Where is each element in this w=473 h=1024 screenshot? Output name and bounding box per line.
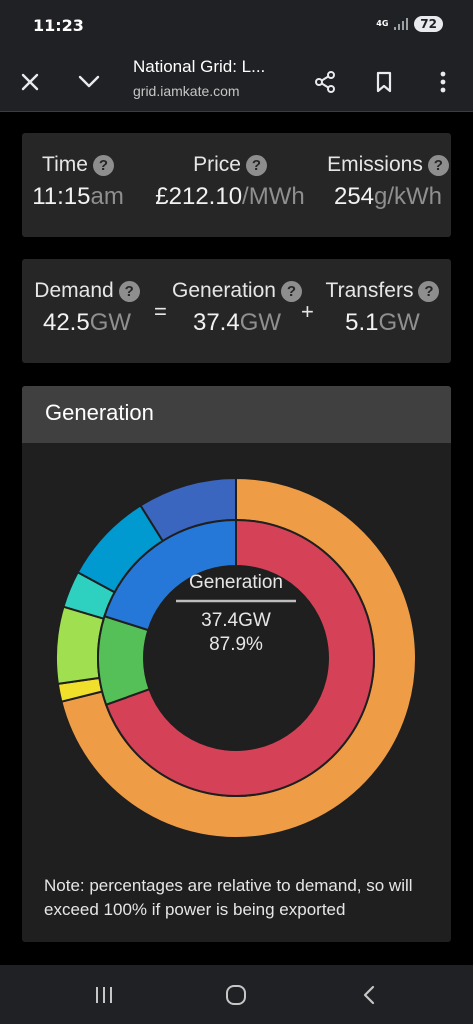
inner-ring-segment-1[interactable]: [104, 518, 375, 797]
summary-panel: Time? 11:15am Price? £212.10/MWh Emissio…: [22, 133, 451, 237]
status-bar: 11:23 4G 72: [0, 0, 473, 52]
generation-title: Generation: [45, 400, 154, 425]
emissions-value: 254: [333, 183, 375, 210]
transfers-unit: GW: [378, 309, 420, 336]
more-options-icon[interactable]: [425, 64, 461, 100]
price-value: £212.10: [155, 183, 243, 210]
outer-ring-segment-3[interactable]: [55, 605, 105, 686]
navigation-bar: [0, 965, 473, 1024]
inner-ring-segment-3[interactable]: [103, 518, 237, 632]
demand-unit: GW: [89, 309, 132, 336]
chart-center-percent: 87.9%: [209, 634, 263, 655]
plus-sign: +: [301, 299, 314, 324]
demand-label: Demand: [34, 279, 114, 302]
transfers-stat: Transfers? 5.1GW: [320, 279, 445, 337]
time-unit: am: [90, 183, 124, 210]
signal-icon: [394, 18, 409, 30]
demand-value: 42.5: [42, 309, 90, 336]
time-stat: Time? 11:15am: [22, 153, 134, 211]
page-title: National Grid: L...: [133, 57, 266, 76]
help-icon[interactable]: ?: [92, 154, 114, 176]
generation-panel: Generation Generation 37.4GW 87.9% Note:…: [22, 386, 451, 942]
balance-panel: Demand? 42.5GW = Generation? 37.4GW + Tr…: [22, 259, 451, 363]
bookmark-icon[interactable]: [366, 64, 402, 100]
price-label: Price: [193, 153, 241, 176]
help-icon[interactable]: ?: [427, 154, 449, 176]
emissions-stat: Emissions? 254g/kWh: [324, 153, 452, 211]
share-icon[interactable]: [307, 64, 343, 100]
chart-center-label: Generation: [189, 572, 283, 593]
help-icon[interactable]: ?: [418, 280, 440, 302]
close-icon[interactable]: [12, 64, 48, 100]
emissions-unit: g/kWh: [374, 183, 443, 210]
network-type: 4G: [376, 19, 389, 28]
generation-label: Generation: [172, 279, 276, 302]
help-icon[interactable]: ?: [118, 280, 140, 302]
status-time: 11:23: [33, 16, 84, 35]
equals-sign: =: [154, 299, 167, 324]
page-url: grid.iamkate.com: [133, 83, 240, 99]
browser-toolbar: National Grid: L... grid.iamkate.com: [0, 52, 473, 112]
transfers-label: Transfers: [325, 279, 414, 302]
price-unit: /MWh: [242, 183, 305, 210]
chevron-down-icon[interactable]: [71, 64, 107, 100]
chart-note: Note: percentages are relative to demand…: [44, 876, 413, 919]
time-value: 11:15: [32, 183, 91, 210]
back-icon[interactable]: [349, 979, 389, 1011]
emissions-label: Emissions: [327, 153, 423, 176]
generation-unit: GW: [239, 309, 282, 336]
battery-level: 72: [414, 16, 443, 32]
generation-header: Generation: [22, 386, 451, 443]
time-label: Time: [42, 153, 88, 176]
help-icon[interactable]: ?: [245, 154, 267, 176]
status-icons: 4G 72: [376, 16, 443, 32]
price-stat: Price? £212.10/MWh: [140, 153, 320, 211]
home-icon[interactable]: [216, 979, 256, 1011]
page-content: Time? 11:15am Price? £212.10/MWh Emissio…: [0, 113, 473, 965]
transfers-value: 5.1: [345, 309, 379, 336]
inner-ring-segment-2[interactable]: [97, 614, 151, 707]
generation-stat: Generation? 37.4GW: [167, 279, 307, 337]
demand-stat: Demand? 42.5GW: [27, 279, 147, 337]
recent-apps-icon[interactable]: [84, 979, 124, 1011]
generation-value: 37.4: [192, 309, 240, 336]
chart-center-value: 37.4GW: [201, 610, 271, 631]
generation-donut-chart: Generation 37.4GW 87.9%: [55, 476, 417, 839]
help-icon[interactable]: ?: [280, 280, 302, 302]
